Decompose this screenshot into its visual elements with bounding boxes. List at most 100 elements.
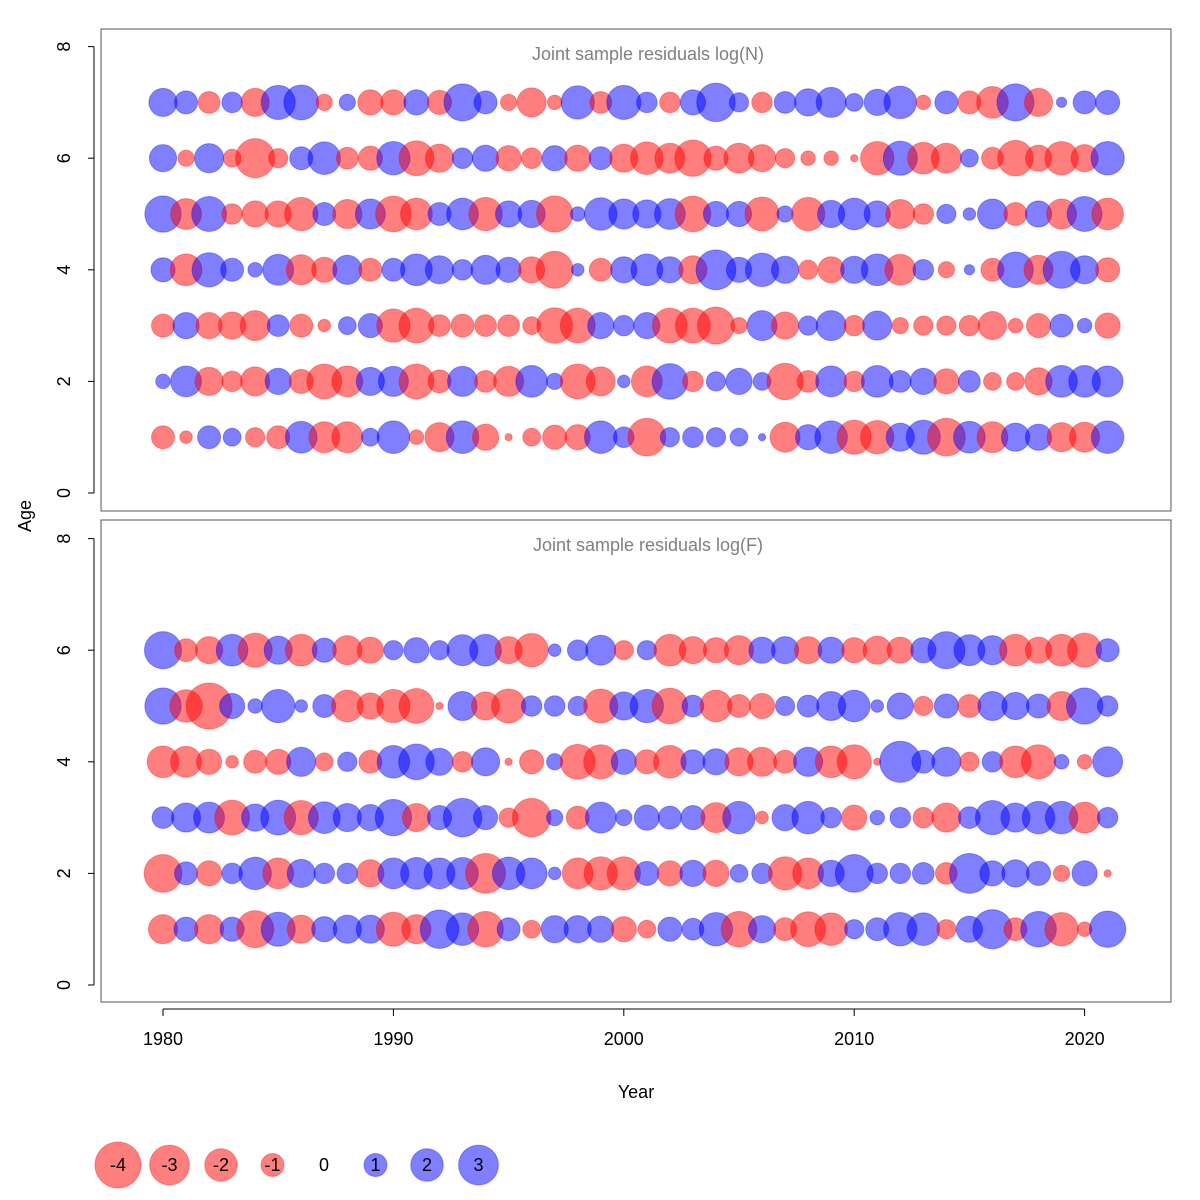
residual-bubble [155,373,171,390]
residual-bubble [504,757,513,766]
legend-item: -3 [149,1144,190,1186]
residual-bubble [286,858,316,888]
x-axis: 1980 1990 2000 2010 2020 [143,1008,1105,1049]
residual-bubble [474,314,497,338]
residual-bubble [151,313,175,338]
residual-bubble [194,914,225,945]
residual-bubble [241,200,269,228]
panel-1: Joint sample residuals log(N) 0 2 4 6 8 [54,28,1172,512]
residual-bubble [151,425,175,450]
y-tick-label: 2 [54,868,74,878]
residual-bubble [613,314,635,337]
residual-bubble [862,310,893,341]
residual-bubble [1053,754,1070,770]
y-tick-label: 8 [54,42,74,52]
residual-bubble [177,149,195,167]
residual-bubble [657,805,682,830]
residual-bubble [679,859,707,888]
residual-bubble [495,256,522,283]
residual-bubble [1076,754,1093,770]
legend-bubble [149,1144,190,1186]
residual-bubble [174,638,199,663]
residual-bubble [519,749,545,775]
residual-bubble [837,689,871,723]
residual-bubble [1025,313,1052,339]
residual-bubble [515,365,548,398]
residual-bubble [1094,312,1121,339]
residual-bubble [472,805,499,831]
residual-bubble [1003,202,1028,226]
residual-bubble [403,89,430,116]
residual-bubble [222,427,242,447]
residual-bubble [451,259,474,281]
residual-bubble [931,746,962,777]
y-axis-label: Age [15,500,35,532]
residual-bubble [957,369,981,393]
residual-bubble [976,198,1008,230]
residual-bubble [883,85,918,120]
residual-bubble [747,915,777,944]
residual-bubble [587,915,615,943]
residual-bubble [247,262,263,278]
residual-bubble [891,316,909,335]
residual-bubble [335,146,359,170]
legend-label: 1 [370,1155,380,1175]
residual-bubble [912,806,935,829]
legend-label: 2 [422,1155,432,1175]
residual-bubble [722,800,756,835]
residual-bubble [547,643,562,657]
residual-bubble [337,316,357,336]
residual-bubble [913,695,934,717]
residual-bubble [1095,638,1120,663]
residual-bubble [511,797,552,838]
residual-bubble [450,313,475,338]
residual-bubble [447,365,479,397]
residual-bubble [428,314,451,338]
y-tick-label: 4 [54,265,74,275]
residual-bubble [610,748,637,775]
residual-bubble [522,919,542,939]
residual-bubble [1090,420,1125,454]
legend-bubble [260,1153,285,1177]
legend-item: 2 [410,1148,444,1182]
residual-bubble [814,912,848,946]
panel-title: Joint sample residuals log(F) [533,535,763,555]
residual-bubble [588,146,613,171]
residual-bubble [195,860,223,887]
residual-bubble [933,368,960,395]
y-axis: 0 2 4 6 8 [54,42,95,498]
residual-bubble [885,198,916,230]
y-tick-label: 8 [54,534,74,544]
residual-bubble [491,688,527,724]
residual-bubble [906,912,941,946]
residual-bubble [331,421,364,454]
residual-bubble [197,90,221,114]
residual-bubble [283,84,320,121]
residual-bubble [725,367,753,396]
residual-bubble [247,698,263,714]
residual-bubble [564,144,592,172]
y-tick-label: 6 [54,153,74,163]
residual-bubble [401,803,432,833]
residual-bubble [358,257,383,282]
y-axis: 0 2 4 6 8 [54,534,95,990]
residual-bubble [357,89,384,116]
residual-bubble [844,92,864,112]
legend-bubble [94,1141,142,1189]
residual-bubble [471,144,500,172]
residual-bubble [843,314,865,337]
legend-label: -4 [110,1155,126,1175]
residual-bubble [1076,317,1093,334]
residual-bubble [913,315,934,336]
residual-bubble [1095,257,1121,283]
residual-bubble [197,425,222,450]
residual-bubble [588,257,613,282]
residual-bubble [148,87,178,117]
residual-bubble [823,150,839,166]
residual-bubble [727,694,751,718]
residual-bubble [435,701,444,711]
panels-layer: Joint sample residuals log(N)02468Joint … [54,28,1172,1003]
residual-bubble [936,919,957,940]
residual-bubble [261,688,296,724]
residual-bubble [147,914,179,945]
